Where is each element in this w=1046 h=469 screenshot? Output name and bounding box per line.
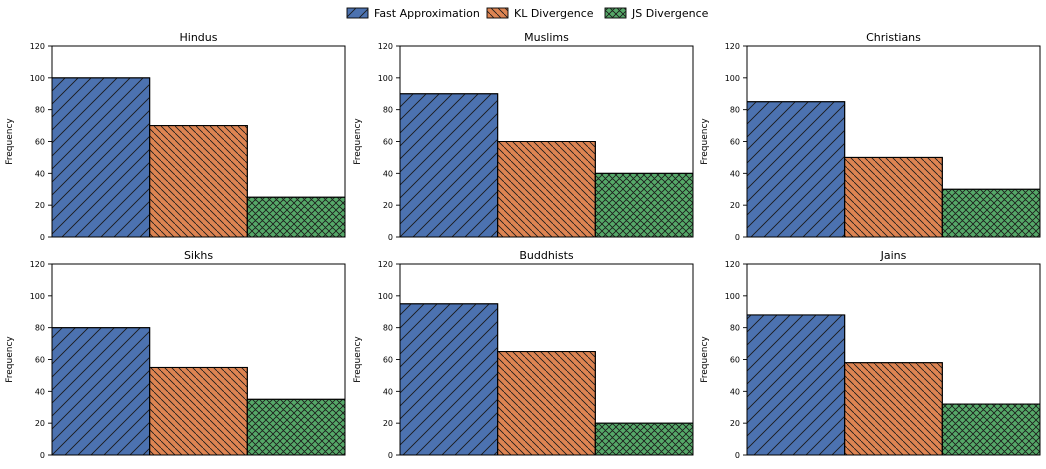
legend-entry-fast-approximation: Fast Approximation xyxy=(346,7,480,20)
legend-entry-js-divergence: JS Divergence xyxy=(604,7,709,20)
y-tick-label: 40 xyxy=(383,169,393,178)
y-tick-label: 0 xyxy=(40,233,45,242)
y-tick-label: 0 xyxy=(735,233,740,242)
y-tick-label: 20 xyxy=(35,419,45,428)
y-axis-label: Frequency xyxy=(700,336,710,383)
y-tick-label: 120 xyxy=(30,260,45,269)
y-tick-label: 0 xyxy=(388,451,393,460)
y-tick-label: 80 xyxy=(35,324,45,333)
legend-label: KL Divergence xyxy=(514,7,594,20)
y-tick-label: 40 xyxy=(730,169,740,178)
y-tick-label: 40 xyxy=(35,387,45,396)
legend-label: Fast Approximation xyxy=(374,7,480,20)
bar-kl-divergence xyxy=(497,141,596,238)
y-tick-label: 40 xyxy=(383,387,393,396)
legend-label: JS Divergence xyxy=(631,7,709,20)
bar-kl-divergence xyxy=(149,366,248,456)
legend-swatch-fast-approximation xyxy=(346,7,369,19)
y-tick-label: 120 xyxy=(378,42,393,51)
bar-js-divergence xyxy=(594,172,694,238)
legend-swatch-kl-divergence xyxy=(486,7,509,19)
panel-hindus: Hindus Frequency 0 20 40 60 80 100 120 xyxy=(5,31,346,242)
legend-entry-kl-divergence: KL Divergence xyxy=(486,7,594,20)
bar-kl-divergence xyxy=(149,125,248,238)
bar-js-divergence xyxy=(941,403,1041,456)
y-tick-label: 100 xyxy=(725,74,740,83)
bar-fast-approximation xyxy=(399,303,499,456)
y-tick-label: 80 xyxy=(730,324,740,333)
panel-buddhists: Buddhists Frequency 0 20 40 60 80 100 120 xyxy=(353,249,694,460)
y-axis-label: Frequency xyxy=(353,118,363,165)
y-tick-label: 80 xyxy=(383,106,393,115)
y-tick-label: 20 xyxy=(730,419,740,428)
y-tick-label: 120 xyxy=(30,42,45,51)
bar-fast-approximation xyxy=(51,327,151,456)
y-tick-label: 0 xyxy=(40,451,45,460)
y-tick-label: 40 xyxy=(35,169,45,178)
y-axis-label: Frequency xyxy=(5,118,15,165)
y-tick-label: 60 xyxy=(730,138,740,147)
y-tick-label: 20 xyxy=(35,201,45,210)
y-tick-label: 0 xyxy=(388,233,393,242)
y-tick-label: 120 xyxy=(378,260,393,269)
bar-fast-approximation xyxy=(399,93,499,238)
bar-js-divergence xyxy=(246,196,346,238)
y-tick-label: 40 xyxy=(730,387,740,396)
y-tick-label: 100 xyxy=(725,292,740,301)
y-tick-label: 60 xyxy=(35,356,45,365)
panel-title: Muslims xyxy=(524,31,569,44)
y-tick-label: 80 xyxy=(383,324,393,333)
y-tick-label: 60 xyxy=(383,356,393,365)
panel-jains: Jains Frequency 0 20 40 60 80 100 120 xyxy=(700,249,1041,460)
y-tick-label: 120 xyxy=(725,260,740,269)
bar-js-divergence xyxy=(941,188,1041,238)
y-tick-label: 100 xyxy=(30,74,45,83)
panel-title: Christians xyxy=(866,31,921,44)
panel-title: Buddhists xyxy=(519,249,574,262)
y-tick-label: 120 xyxy=(725,42,740,51)
y-axis-label: Frequency xyxy=(353,336,363,383)
bar-fast-approximation xyxy=(746,101,846,238)
bar-fast-approximation xyxy=(51,77,151,238)
panel-title: Jains xyxy=(880,249,907,262)
legend-swatch-js-divergence xyxy=(604,7,627,19)
bar-js-divergence xyxy=(246,398,346,456)
y-tick-label: 60 xyxy=(730,356,740,365)
y-tick-label: 80 xyxy=(35,106,45,115)
y-tick-label: 60 xyxy=(383,138,393,147)
y-tick-label: 20 xyxy=(383,201,393,210)
bar-js-divergence xyxy=(594,422,694,456)
y-tick-label: 20 xyxy=(383,419,393,428)
panel-title: Hindus xyxy=(180,31,218,44)
bar-kl-divergence xyxy=(844,156,943,238)
legend: Fast Approximation KL Divergence JS Diverg… xyxy=(346,7,709,20)
y-tick-label: 100 xyxy=(378,74,393,83)
bar-kl-divergence xyxy=(497,351,596,456)
panel-muslims: Muslims Frequency 0 20 40 60 80 100 120 xyxy=(353,31,694,242)
y-tick-label: 100 xyxy=(378,292,393,301)
y-tick-label: 0 xyxy=(735,451,740,460)
y-tick-label: 100 xyxy=(30,292,45,301)
bar-kl-divergence xyxy=(844,362,943,456)
panel-christians: Christians Frequency 0 20 40 60 80 100 120 xyxy=(700,31,1041,242)
y-tick-label: 80 xyxy=(730,106,740,115)
y-tick-label: 20 xyxy=(730,201,740,210)
y-tick-label: 60 xyxy=(35,138,45,147)
panel-title: Sikhs xyxy=(184,249,213,262)
y-axis-label: Frequency xyxy=(700,118,710,165)
panel-sikhs: Sikhs Frequency 0 20 40 60 80 100 120 xyxy=(5,249,346,460)
y-axis-label: Frequency xyxy=(5,336,15,383)
bar-fast-approximation xyxy=(746,314,846,456)
